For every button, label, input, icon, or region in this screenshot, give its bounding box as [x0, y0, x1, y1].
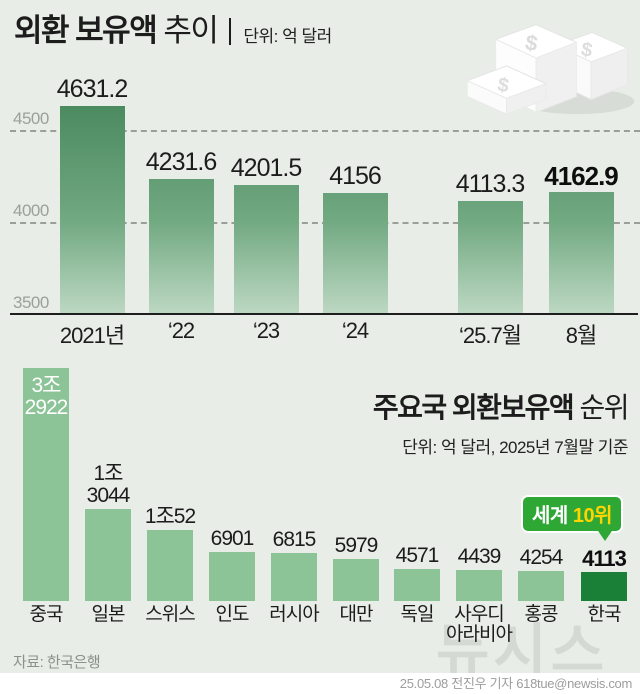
ytick-4500: 4500 [13, 109, 49, 128]
bar-value-label: 4113.3 [455, 170, 526, 198]
bottom-chart-title-regular: 순위 [579, 392, 629, 423]
money-bundle-left: $ [465, 65, 548, 115]
bar [59, 106, 125, 314]
country-label: 한국 [587, 604, 622, 625]
axis-category-label: ‘22 [167, 318, 195, 343]
country-label: 홍콩 [524, 604, 559, 625]
bar-value-label: 4201.5 [230, 154, 302, 182]
bar-value-label: 1조52 [144, 505, 196, 528]
axis-category-label: ‘25.7월 [459, 323, 522, 348]
badge-tail-icon [596, 528, 614, 541]
bar-value-label: 4231.6 [145, 148, 217, 176]
axis-category-label: 2021년 [59, 323, 125, 348]
axis-category-label: 8월 [565, 323, 597, 348]
bottom-chart-title-bold: 주요국 외환보유액 [372, 392, 575, 423]
top-chart-unit-label: 단위: 억 달러 [243, 26, 332, 46]
bar [456, 570, 502, 601]
svg-text:$: $ [496, 74, 511, 98]
bar-value-label: 4439 [457, 545, 502, 568]
bar [233, 185, 299, 314]
bar [457, 201, 523, 314]
country-label: 스위스 [145, 604, 195, 625]
country-label: 러시아 [269, 604, 319, 625]
footer-strip [0, 673, 640, 694]
bar [23, 368, 69, 601]
bar [148, 179, 214, 314]
country-label: 사우디 아라비아 [446, 604, 513, 645]
bottom-chart-unit-label: 단위: 억 달러, 2025년 7월말 기준 [402, 438, 628, 457]
gridline-4500 [10, 130, 640, 132]
bottom-chart-header: 주요국 외환보유액 순위 단위: 억 달러, 2025년 7월말 기준 [372, 386, 630, 458]
badge-text-white: 세계 [532, 505, 568, 527]
bar [548, 192, 614, 314]
axis-category-label: ‘23 [252, 318, 280, 343]
ytick-4000: 4000 [13, 201, 49, 220]
top-chart-title-bold: 외환 보유액 [14, 13, 158, 48]
bar-value-label: 4113 [582, 546, 627, 571]
bar [518, 571, 564, 601]
bar [394, 569, 440, 601]
bar-value-label: 3조 2922 [24, 374, 69, 419]
svg-text:$: $ [523, 30, 539, 57]
country-label: 인도 [215, 604, 250, 625]
country-label: 중국 [29, 604, 64, 625]
ytick-3500: 3500 [13, 293, 49, 312]
byline-credit: 25.05.08 전진우 기자 618tue@newsis.com [399, 676, 633, 691]
bar [209, 552, 255, 601]
country-label: 대만 [339, 604, 374, 625]
top-chart-header: 외환 보유액 추이 단위: 억 달러 [14, 14, 332, 48]
bar-value-label: 4571 [395, 544, 440, 567]
bar [322, 193, 388, 314]
country-label: 일본 [91, 604, 126, 625]
bar [333, 559, 379, 601]
bar [147, 530, 193, 601]
bar-value-label: 6815 [272, 528, 317, 551]
x-axis-baseline [10, 313, 638, 315]
badge-text-yellow: 10위 [572, 505, 613, 527]
top-chart-title-regular: 추이 [163, 13, 219, 48]
bar [85, 509, 131, 601]
bar-value-label: 4254 [519, 546, 564, 569]
world-rank-badge: 세계 10위 [521, 495, 624, 533]
bar-value-label: 6901 [210, 527, 255, 550]
header-divider [229, 17, 232, 45]
money-stack-icon: $ $ $ [465, 24, 635, 115]
bar-value-label: 4631.2 [56, 75, 128, 103]
bar-value-label: 1조 3044 [86, 462, 131, 507]
bar [271, 553, 317, 601]
country-label: 독일 [400, 604, 435, 625]
bar-value-label: 4162.9 [544, 161, 619, 191]
svg-text:$: $ [579, 38, 594, 62]
data-source-label: 자료: 한국은행 [13, 654, 101, 671]
bar [581, 572, 627, 601]
bottom-chart-title: 주요국 외환보유액 순위 [372, 386, 630, 426]
axis-category-label: ‘24 [341, 318, 369, 343]
top-chart-title: 외환 보유액 추이 [14, 13, 219, 48]
bar-value-label: 4156 [329, 162, 382, 190]
bar-value-label: 5979 [334, 534, 379, 557]
